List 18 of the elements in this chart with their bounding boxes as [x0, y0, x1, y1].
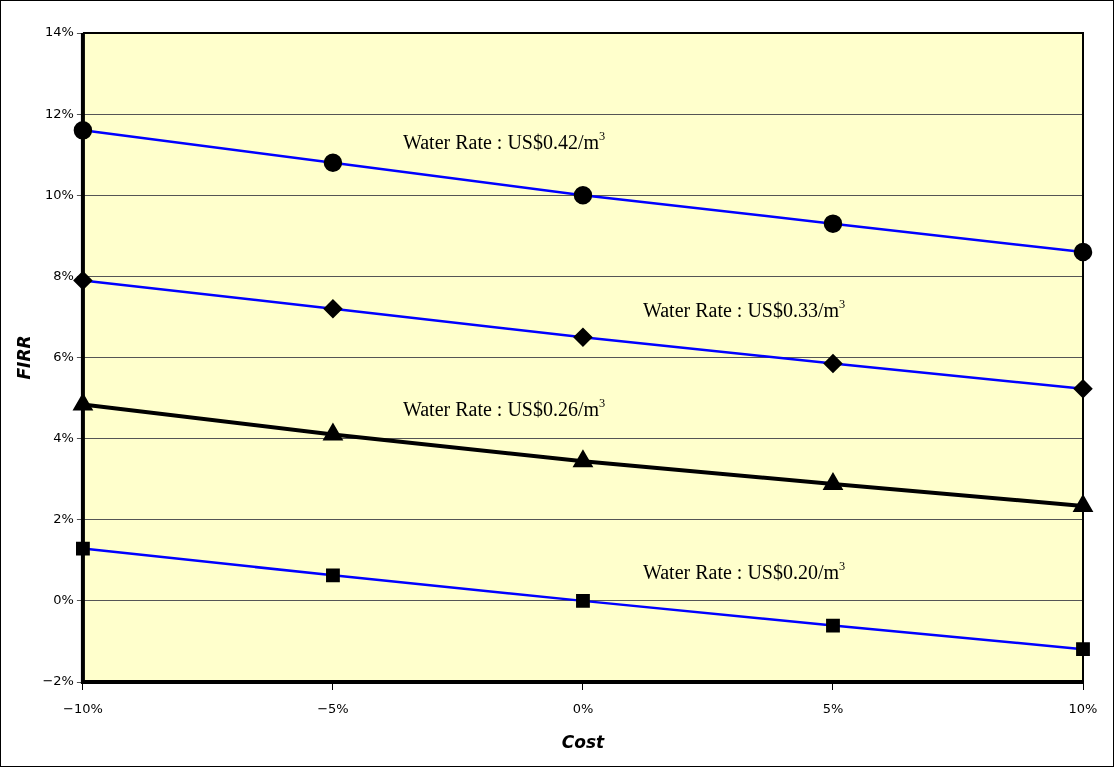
y-tick-label: 14%: [45, 24, 74, 40]
x-tick-label: 0%: [572, 701, 594, 717]
x-tick-label: −10%: [63, 701, 103, 717]
y-tick-label: −2%: [42, 673, 74, 689]
y-tick-label: 0%: [53, 592, 74, 608]
x-tick-label: 5%: [822, 701, 844, 717]
y-tick-label: 4%: [53, 430, 74, 445]
y-tick-label: 2%: [53, 511, 74, 527]
y-axis-title: FIRR: [13, 335, 34, 380]
y-tick-label: 10%: [45, 186, 74, 202]
x-tick-label: 10%: [1068, 701, 1098, 717]
point: [574, 451, 592, 468]
y-tick-label: 12%: [45, 105, 74, 121]
point: [824, 474, 842, 491]
y-tick-label: 6%: [53, 348, 74, 364]
x-axis-title: Cost: [561, 732, 606, 753]
x-tick-label: −5%: [317, 701, 349, 717]
y-tick-label: 8%: [53, 267, 74, 283]
